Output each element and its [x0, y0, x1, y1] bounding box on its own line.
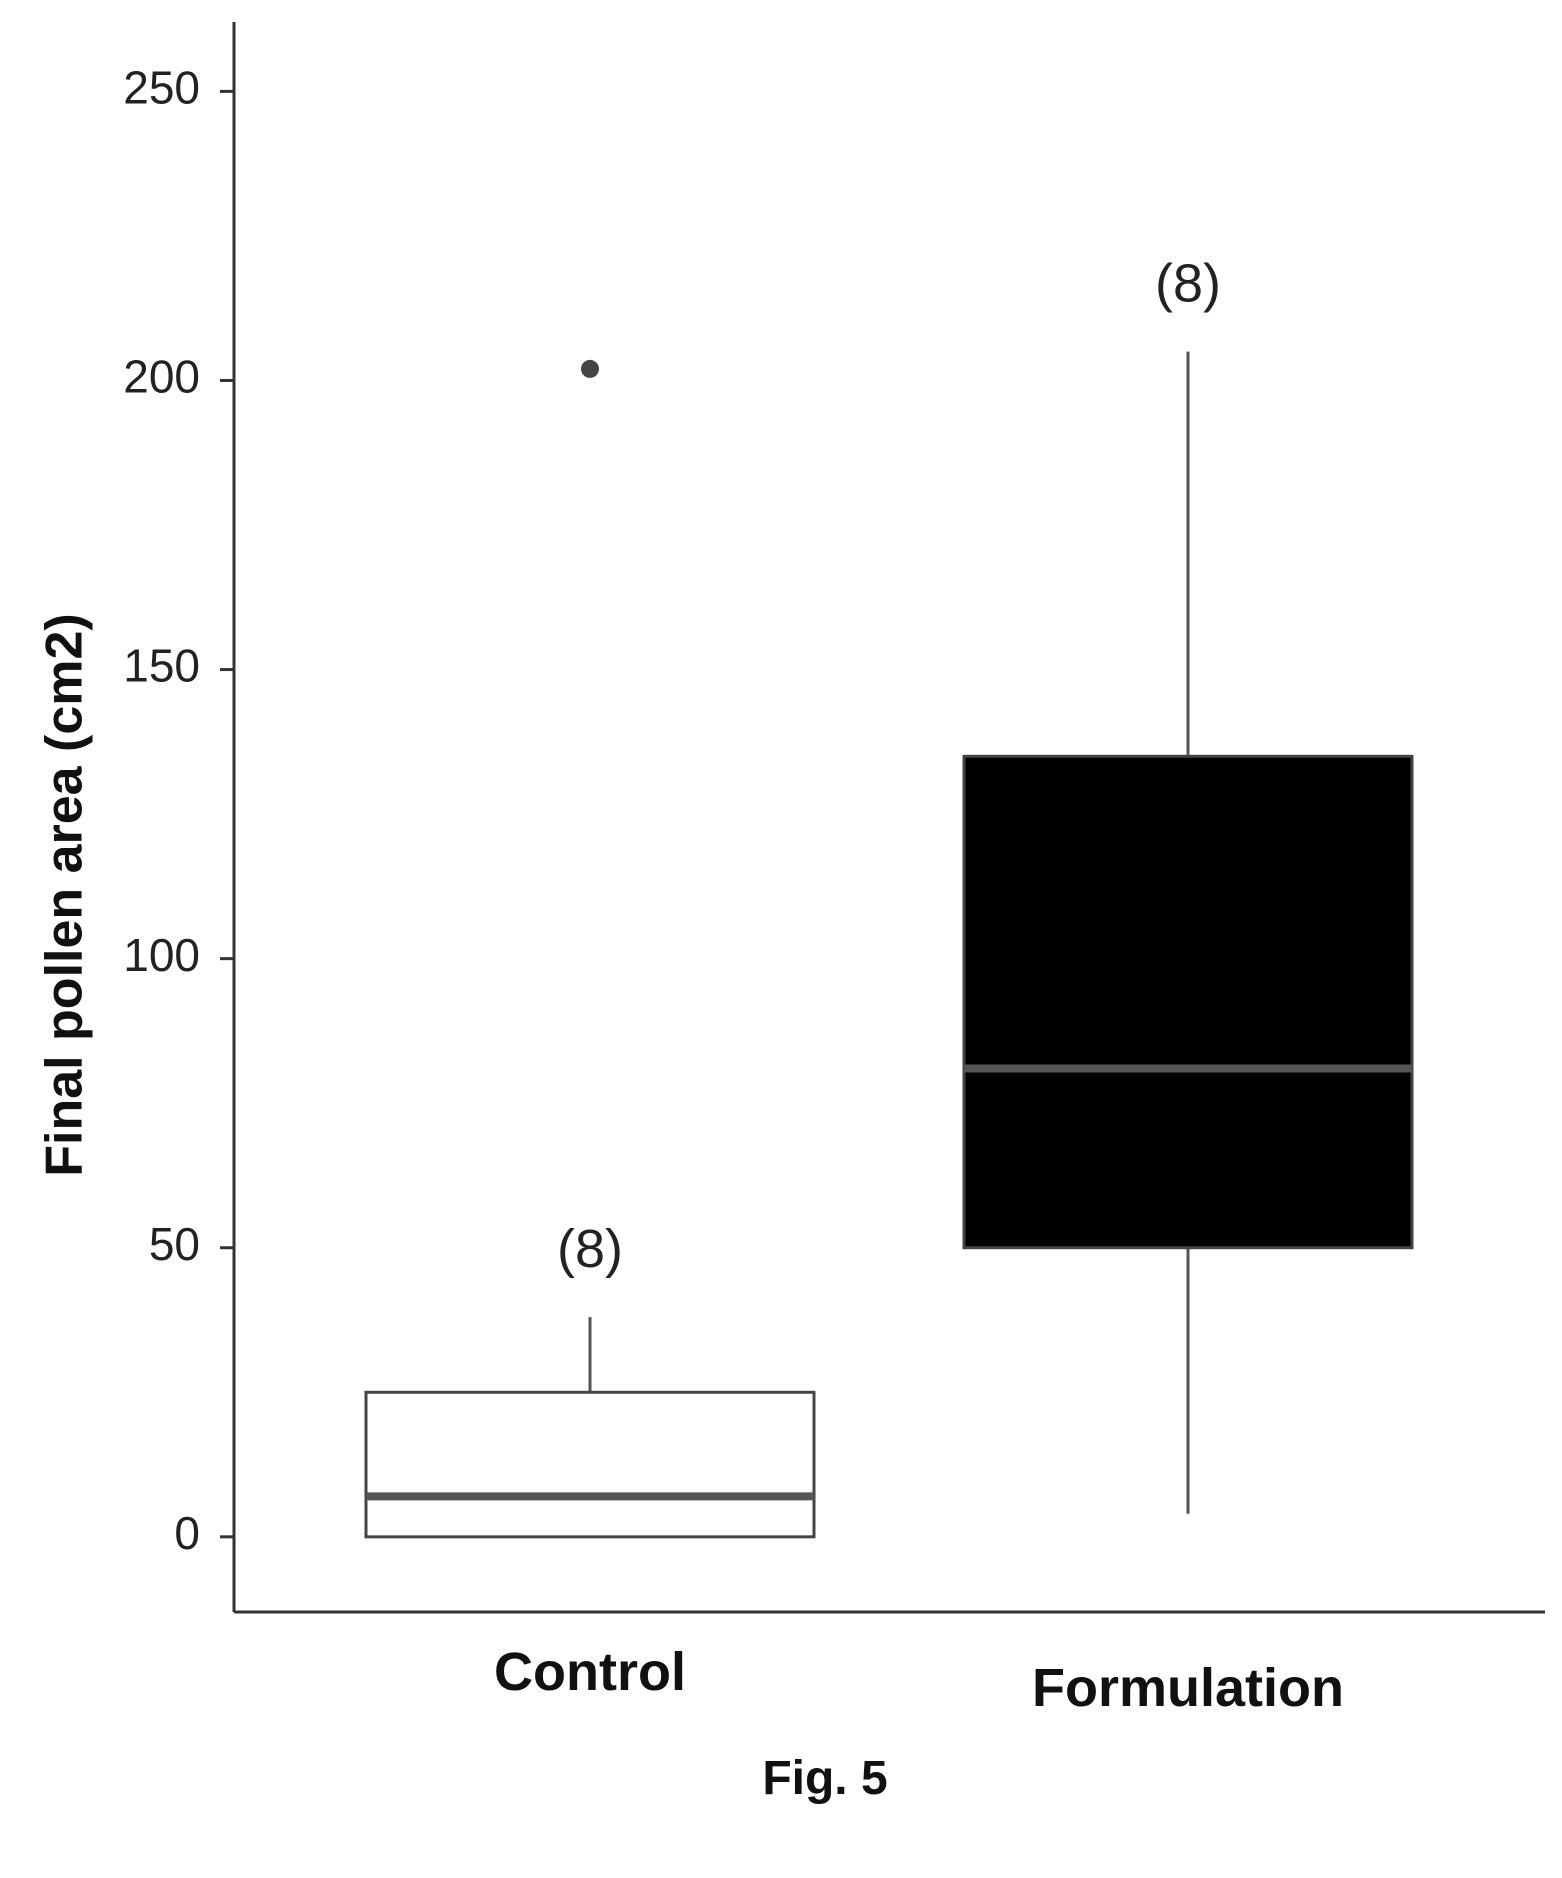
x-category-label: Control — [494, 1642, 686, 1702]
y-axis-label: Final pollen area (cm2) — [36, 613, 94, 1177]
y-tick-label: 250 — [123, 62, 200, 114]
y-ticks: 0 50 100 150 200 250 — [123, 62, 234, 1559]
sample-size-label: (8) — [557, 1219, 623, 1279]
y-tick-label: 200 — [123, 351, 200, 403]
y-tick-label: 0 — [174, 1507, 200, 1559]
sample-size-label: (8) — [1155, 254, 1221, 314]
figure-caption: Fig. 5 — [762, 1752, 887, 1805]
y-tick-label: 50 — [149, 1218, 200, 1270]
y-tick-label: 150 — [123, 640, 200, 692]
box-group: (8) Control (8) Formulation — [364, 254, 1414, 1718]
box-control: (8) Control — [364, 359, 816, 1702]
box-formulation: (8) Formulation — [962, 254, 1414, 1718]
box-body — [364, 1390, 816, 1539]
y-tick-label: 100 — [123, 929, 200, 981]
x-category-label: Formulation — [1032, 1658, 1344, 1718]
outlier-point — [581, 359, 599, 378]
box-body — [962, 754, 1414, 1250]
